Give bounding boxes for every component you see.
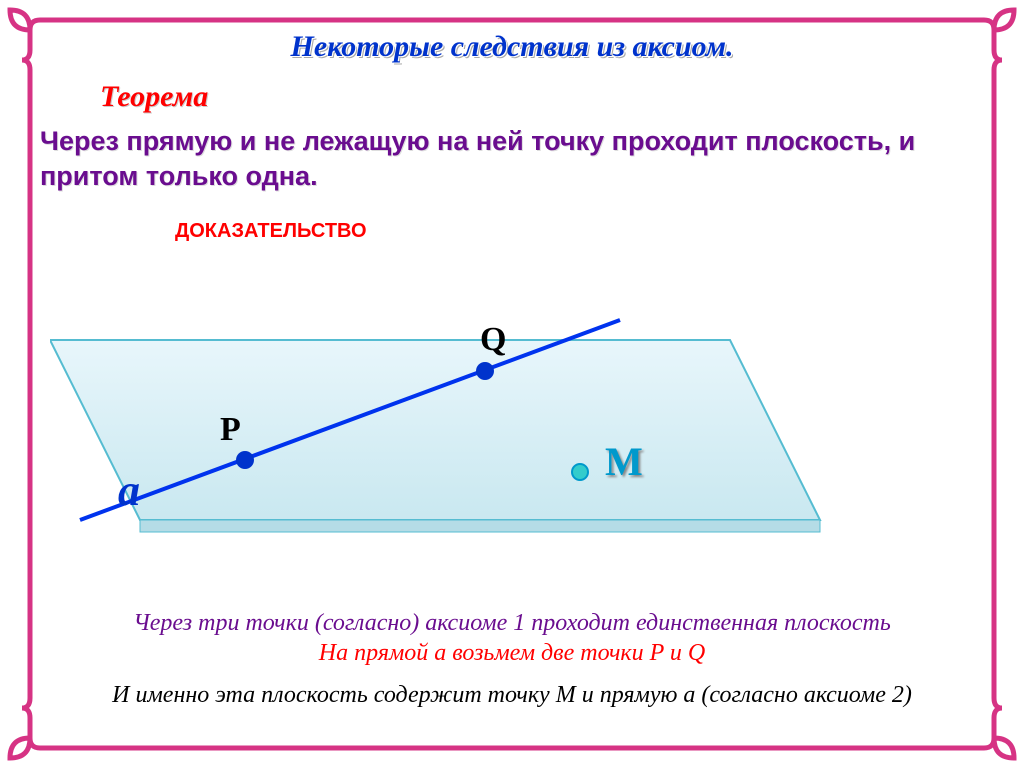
proof-line-3: И именно эта плоскость содержит точку М … [0,682,1024,709]
theorem-label: Теорема [100,80,208,114]
slide: Некоторые следствия из аксиом. Теорема Ч… [0,0,1024,768]
point-p [236,451,254,469]
point-m [572,464,588,480]
proof-line-3-pre: И именно эта плоскость содержит точку М … [112,682,683,708]
label-p: P [220,411,241,448]
label-q: Q [480,321,506,358]
theorem-statement: Через прямую и не лежащую на ней точку п… [40,124,984,194]
plane-face [50,340,820,520]
label-m: M [605,439,643,484]
proof-line-3-post: (согласно аксиоме 2) [695,682,911,708]
point-q [476,362,494,380]
proof-line-3-a: а [683,682,695,708]
proof-line-2: На прямой а возьмем две точки P и Q [0,640,1024,667]
plane-front-edge [140,520,820,532]
label-a: a [118,466,140,515]
proof-line-1: Через три точки (согласно) аксиоме 1 про… [0,610,1024,637]
geometry-diagram: a P Q M [50,280,870,580]
proof-label: ДОКАЗАТЕЛЬСТВО [175,220,367,243]
page-title: Некоторые следствия из аксиом. [0,30,1024,64]
